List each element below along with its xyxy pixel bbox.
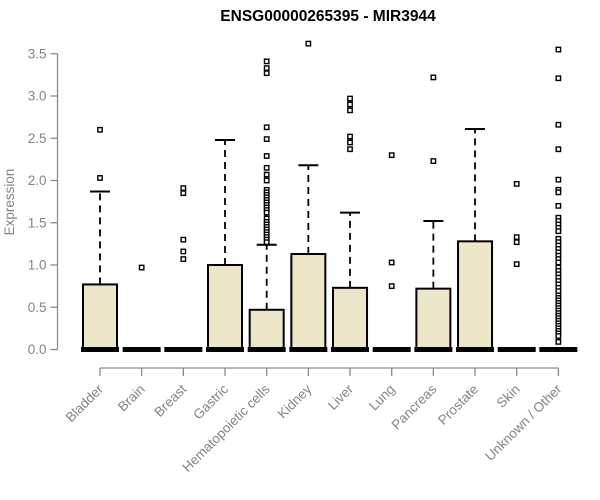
outlier-point [388, 152, 395, 159]
outlier-point [388, 283, 395, 290]
box-hematopoietic-cells [247, 58, 286, 352]
outlier-point [263, 209, 270, 216]
box-liver [331, 95, 370, 352]
box-rect [82, 283, 118, 351]
x-tick-label-brain: Brain [115, 382, 148, 415]
x-tick-label-bladder: Bladder [63, 381, 107, 425]
outlier-point [555, 338, 562, 345]
outlier-point [305, 40, 312, 47]
box-unknown-other [539, 46, 578, 352]
outlier-point [138, 264, 145, 271]
x-tick-label-gastric: Gastric [190, 381, 231, 422]
y-tick-label: 2.5 [28, 131, 47, 146]
outlier-point [513, 261, 520, 268]
outlier-point [180, 236, 187, 243]
y-tick-label: 0.5 [28, 300, 47, 315]
box-prostate [456, 127, 495, 352]
box-skin [497, 180, 536, 352]
y-tick-label: 3.5 [28, 46, 47, 61]
outlier-point [97, 175, 103, 181]
x-tick-label-prostate: Prostate [435, 382, 481, 428]
outlier-point [347, 95, 353, 102]
y-tick-label: 3.0 [28, 89, 47, 104]
box-brain [122, 264, 161, 352]
outlier-point [263, 239, 270, 246]
box-rect [290, 253, 327, 351]
outlier-point [97, 126, 103, 133]
box-rect [332, 286, 369, 351]
outlier-point [388, 259, 395, 266]
box-lung [372, 152, 411, 352]
x-tick-label-breast: Breast [151, 381, 189, 419]
outlier-point [180, 190, 187, 197]
y-tick-label: 0.0 [28, 342, 47, 357]
box-rect [248, 308, 285, 351]
outlier-point [513, 239, 520, 246]
outlier-point [347, 146, 353, 153]
x-tick-label-unknown-other: Unknown / Other [482, 381, 565, 464]
outlier-point [263, 153, 270, 159]
box-gastric [206, 138, 245, 352]
box-pancreas [414, 74, 453, 352]
outlier-point [347, 107, 353, 114]
outlier-point [263, 136, 270, 142]
outlier-point [555, 75, 562, 82]
outlier-point [180, 248, 187, 255]
outlier-point [555, 259, 562, 266]
outlier-point [263, 65, 270, 72]
x-tick-label-liver: Liver [325, 381, 357, 413]
outlier-point [513, 234, 520, 241]
plot-area: 0.0 0.5 1.0 1.5 2.0 2.5 3.0 3.5 Bladder Brain Brea… [28, 40, 578, 475]
y-axis-title: Expression [2, 169, 17, 236]
outlier-point [555, 176, 562, 183]
x-tick-label-pancreas: Pancreas [389, 381, 440, 432]
box-bladder [81, 126, 119, 352]
outlier-point [263, 171, 270, 178]
outlier-point [263, 124, 270, 131]
outlier-point [555, 228, 562, 235]
outlier-point [263, 177, 270, 184]
outlier-point [555, 333, 562, 339]
outlier-point [263, 164, 270, 171]
outlier-point [263, 58, 270, 65]
outlier-point [430, 158, 437, 164]
y-tick-label: 2.0 [28, 173, 47, 188]
outlier-point [347, 139, 353, 146]
outlier-point [555, 146, 562, 153]
chart-title: ENSG00000265395 - MIR3944 [220, 8, 436, 25]
y-tick-label: 1.5 [28, 215, 47, 230]
y-tick-label: 1.0 [28, 258, 47, 273]
x-tick-label-lung: Lung [366, 382, 398, 414]
x-tick-label-kidney: Kidney [275, 381, 315, 421]
box-rect [457, 240, 494, 351]
outlier-point [430, 74, 437, 81]
outlier-point [263, 70, 270, 77]
outlier-point [555, 202, 562, 209]
outlier-point [555, 121, 562, 128]
outlier-point [180, 256, 187, 262]
outlier-point [347, 101, 353, 108]
box-kidney [289, 40, 328, 352]
x-tick-label-skin: Skin [494, 382, 523, 411]
outlier-point [555, 46, 562, 53]
outlier-point [555, 189, 562, 196]
box-breast [164, 185, 203, 352]
outlier-point [347, 133, 353, 140]
outlier-point [180, 185, 187, 192]
box-rect [415, 287, 452, 351]
box-rect [207, 264, 244, 351]
outlier-point [513, 180, 520, 187]
